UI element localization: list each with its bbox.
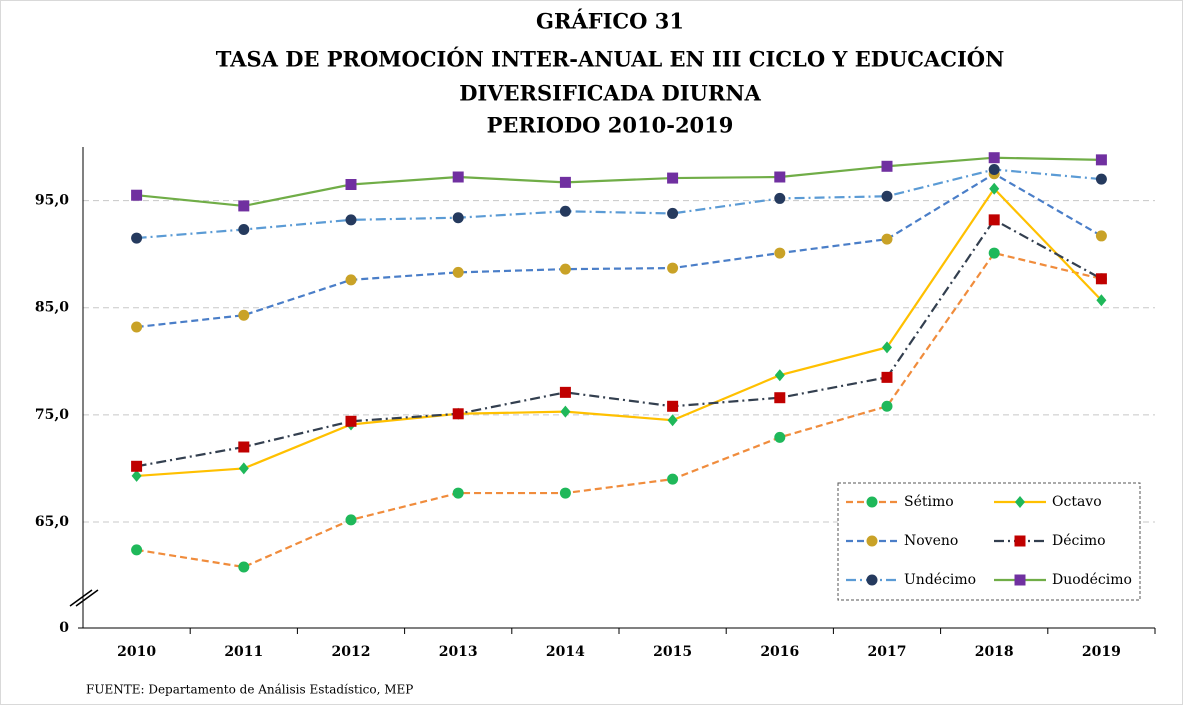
point — [774, 171, 786, 183]
point — [452, 408, 464, 420]
series-line — [136, 251, 1102, 569]
legend-marker — [866, 535, 878, 547]
point — [131, 544, 143, 556]
series-line — [136, 168, 1102, 240]
legend-label: Noveno — [904, 533, 958, 549]
y-tick-label: 0 — [59, 620, 69, 636]
legend-marker — [1014, 574, 1026, 586]
legend-label: Sétimo — [904, 494, 954, 510]
point — [667, 262, 679, 274]
point — [238, 462, 249, 475]
x-tick-label: 2018 — [975, 644, 1014, 660]
series-line — [136, 187, 1103, 478]
point — [452, 171, 464, 183]
point — [238, 200, 250, 212]
point — [131, 232, 143, 244]
point — [988, 247, 1000, 259]
chart-title: TASA DE PROMOCIÓN INTER-ANUAL EN III CIC… — [216, 47, 1005, 72]
x-tick-label: 2016 — [760, 644, 799, 660]
point — [667, 414, 678, 427]
point — [1095, 273, 1107, 285]
series-line — [136, 156, 1102, 208]
y-tick-label: 95,0 — [35, 193, 69, 209]
point — [882, 341, 892, 354]
point — [238, 224, 250, 235]
y-tick-label: 75,0 — [35, 407, 69, 423]
point — [559, 487, 571, 499]
axis-break — [69, 589, 99, 607]
point — [881, 400, 893, 412]
point — [345, 179, 357, 190]
legend-label: Octavo — [1052, 494, 1102, 510]
x-tick-label: 2014 — [546, 644, 585, 660]
x-tick-label: 2012 — [332, 644, 371, 660]
point — [881, 371, 893, 383]
series-line — [136, 172, 1102, 329]
point — [988, 164, 1000, 175]
chart-title: GRÁFICO 31 — [536, 9, 684, 34]
point — [774, 431, 786, 443]
point — [559, 386, 571, 398]
point — [881, 160, 893, 172]
point — [131, 189, 143, 201]
point — [667, 473, 679, 485]
x-tick-label: 2011 — [224, 644, 263, 660]
point — [345, 274, 357, 286]
point — [667, 207, 679, 219]
point — [452, 212, 464, 224]
point — [238, 309, 250, 321]
point — [345, 514, 357, 526]
legend-marker — [866, 574, 878, 586]
point — [238, 441, 250, 453]
legend-label: Undécimo — [904, 572, 976, 588]
point — [881, 190, 893, 202]
point — [774, 247, 786, 259]
point — [559, 205, 571, 217]
y-tick-label: 85,0 — [35, 300, 69, 316]
point — [1095, 154, 1107, 166]
point — [131, 321, 143, 333]
legend-marker — [866, 496, 878, 508]
point — [881, 233, 893, 245]
point — [345, 214, 357, 226]
point — [131, 460, 143, 472]
point — [452, 487, 464, 499]
point — [560, 405, 571, 418]
series-line — [136, 218, 1102, 468]
point — [559, 263, 571, 275]
point — [774, 392, 786, 404]
legend: Sétimo Octavo Noveno Décimo Undécimo Duodécim… — [837, 482, 1141, 601]
point — [1095, 173, 1107, 185]
point — [131, 469, 142, 482]
point — [559, 176, 571, 188]
x-tick-label: 2013 — [439, 644, 478, 660]
x-tick-label: 2010 — [117, 644, 156, 660]
point — [345, 415, 357, 427]
point — [774, 192, 786, 204]
chart-title: PERIODO 2010-2019 — [487, 113, 734, 138]
point — [452, 266, 464, 278]
legend-label: Décimo — [1052, 533, 1106, 549]
source: FUENTE: Departamento de Análisis Estadís… — [86, 683, 413, 697]
point — [989, 182, 1000, 195]
legend-marker — [1015, 496, 1025, 508]
chart-title: DIVERSIFICADA DIURNA — [459, 81, 761, 106]
point — [988, 152, 1000, 164]
legend-marker — [1014, 535, 1026, 547]
y-tick-label: 65,0 — [35, 514, 69, 530]
x-tick-label: 2019 — [1082, 644, 1121, 660]
legend-label: Duodécimo — [1052, 572, 1132, 588]
x-tick-label: 2015 — [653, 644, 692, 660]
point — [667, 400, 679, 412]
point — [238, 561, 250, 573]
point — [667, 172, 679, 184]
x-tick-label: 2017 — [868, 644, 907, 660]
point — [1096, 294, 1107, 307]
point — [774, 369, 785, 382]
point — [988, 214, 1000, 226]
point — [1095, 230, 1107, 242]
